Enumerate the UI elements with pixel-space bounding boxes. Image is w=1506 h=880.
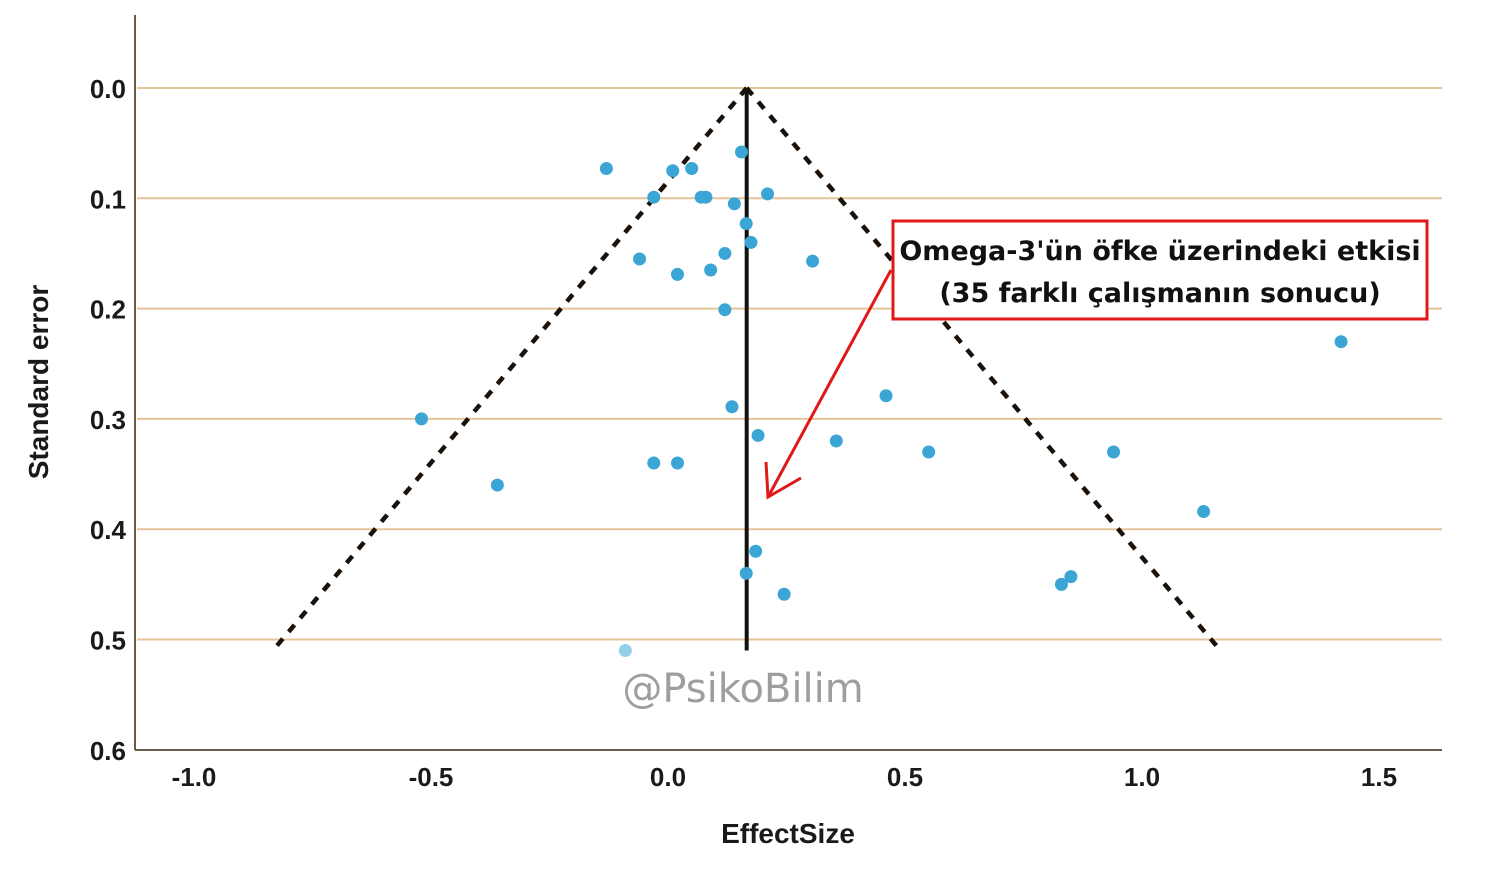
funnel-lines (271, 86, 1223, 652)
data-point-17 (718, 303, 732, 317)
callout: Omega-3'ün öfke üzerindeki etkisi (35 fa… (764, 219, 1429, 500)
data-point-14 (806, 254, 820, 268)
y-tick-label: 0.6 (90, 736, 126, 766)
callout-arrow-shaft (766, 269, 893, 498)
x-tick-label: 0.0 (650, 762, 686, 792)
data-point-32 (1064, 570, 1078, 584)
data-point-28 (490, 478, 504, 492)
data-point-23 (829, 434, 843, 448)
x-tick-label: 0.5 (887, 762, 923, 792)
data-point-2 (666, 164, 680, 178)
funnel-left-line (271, 86, 749, 652)
callout-arrow-head (764, 461, 802, 500)
data-point-21 (415, 412, 429, 426)
data-point-12 (718, 246, 732, 260)
data-point-15 (704, 263, 718, 277)
axes (134, 15, 1442, 751)
data-point-7 (699, 190, 713, 204)
x-axis-label: EffectSize (721, 818, 855, 849)
data-point-4 (734, 145, 748, 159)
x-tick-label: 1.0 (1124, 762, 1160, 792)
data-points (415, 145, 1348, 658)
callout-box (891, 219, 1429, 321)
data-point-5 (647, 190, 661, 204)
data-point-16 (670, 267, 684, 281)
x-tick-label: -1.0 (172, 762, 217, 792)
y-tick-labels: 0.0 0.1 0.2 0.3 0.4 0.5 0.6 (90, 74, 127, 766)
data-point-20 (725, 400, 739, 414)
data-point-35 (618, 644, 632, 658)
callout-line-2: (35 farklı çalışmanın sonucu) (939, 278, 1380, 309)
x-tick-labels: -1.0 -0.5 0.0 0.5 1.0 1.5 (172, 762, 1397, 792)
data-point-30 (749, 544, 763, 558)
y-tick-label: 0.1 (90, 184, 126, 214)
data-point-34 (777, 587, 791, 601)
y-tick-label: 0.2 (90, 295, 126, 325)
watermark: @PsikoBilim (622, 666, 863, 712)
data-point-24 (922, 445, 936, 459)
data-point-18 (1334, 335, 1348, 349)
data-point-8 (761, 187, 775, 201)
y-tick-label: 0.5 (90, 626, 126, 656)
data-point-26 (647, 456, 661, 470)
x-tick-label: 1.5 (1361, 762, 1397, 792)
x-tick-label: -0.5 (409, 762, 454, 792)
data-point-9 (727, 197, 741, 211)
y-tick-label: 0.0 (90, 74, 126, 104)
data-point-11 (744, 235, 758, 249)
y-tick-label: 0.3 (90, 405, 126, 435)
data-point-27 (670, 456, 684, 470)
funnel-right-line (744, 86, 1223, 652)
data-point-31 (739, 566, 753, 580)
data-point-25 (1107, 445, 1121, 459)
data-point-19 (879, 389, 893, 403)
data-point-10 (739, 217, 753, 231)
y-tick-label: 0.4 (90, 515, 127, 545)
data-point-3 (685, 162, 699, 176)
data-point-33 (1054, 577, 1068, 591)
data-point-13 (633, 252, 647, 266)
grid-lines (137, 87, 1442, 641)
data-point-29 (1197, 505, 1211, 519)
callout-line-1: Omega-3'ün öfke üzerindeki etkisi (899, 236, 1420, 267)
data-point-22 (751, 428, 765, 442)
data-point-1 (599, 162, 613, 176)
y-axis-label: Standard error (23, 285, 54, 480)
